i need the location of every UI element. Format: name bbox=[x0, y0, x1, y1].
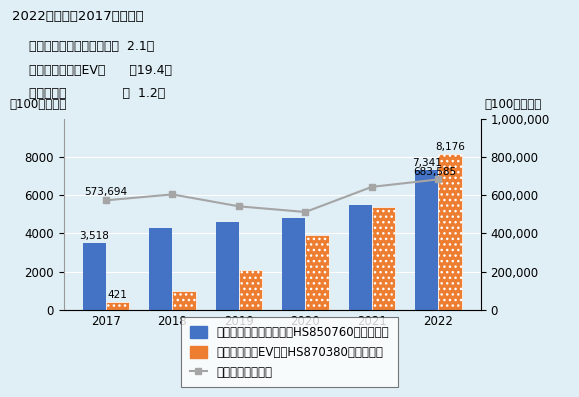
Text: 421: 421 bbox=[108, 290, 127, 300]
Text: （100万ドル）: （100万ドル） bbox=[9, 98, 67, 112]
Bar bbox=[215, 222, 239, 310]
Bar bbox=[282, 218, 305, 310]
Text: 3,518: 3,518 bbox=[79, 231, 109, 241]
Text: 683,585: 683,585 bbox=[413, 166, 457, 177]
Legend: リチウムイオン蓄電池（HS850760）（左軸）, 電気自動車（EV）（HS870380）（左軸）, 輸出総額（右軸）: リチウムイオン蓄電池（HS850760）（左軸）, 電気自動車（EV）（HS87… bbox=[181, 317, 398, 387]
Bar bbox=[106, 302, 129, 310]
Text: 573,694: 573,694 bbox=[85, 187, 127, 197]
Text: ・輸出総額              ：  1.2倍: ・輸出総額 ： 1.2倍 bbox=[29, 87, 165, 100]
Bar bbox=[149, 228, 173, 310]
Text: ・電気自動車（EV）      ：19.4倍: ・電気自動車（EV） ：19.4倍 bbox=[29, 64, 172, 77]
Bar bbox=[349, 205, 372, 310]
Bar bbox=[83, 243, 106, 310]
Text: 2022年輸出の2017年輸出比: 2022年輸出の2017年輸出比 bbox=[12, 10, 144, 23]
Bar bbox=[173, 291, 196, 310]
Text: ・リチウムイオン蓄電池：  2.1倍: ・リチウムイオン蓄電池： 2.1倍 bbox=[29, 40, 154, 53]
Bar bbox=[438, 154, 461, 310]
Text: （100万ドル）: （100万ドル） bbox=[485, 98, 542, 112]
Bar bbox=[239, 270, 262, 310]
Text: 7,341: 7,341 bbox=[412, 158, 442, 168]
Bar bbox=[305, 235, 329, 310]
Text: 8,176: 8,176 bbox=[435, 143, 465, 152]
Bar bbox=[415, 170, 438, 310]
Bar bbox=[372, 207, 395, 310]
